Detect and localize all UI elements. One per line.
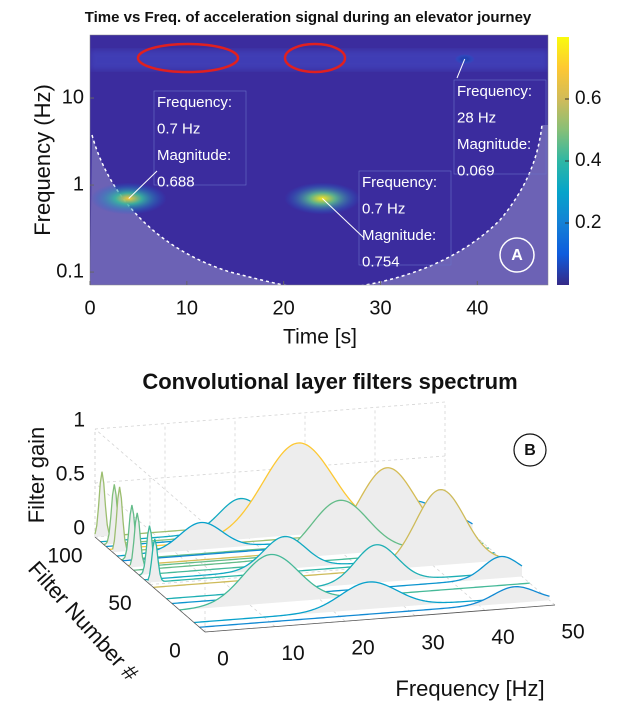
datatip-text: 0.754: [362, 253, 400, 270]
y-axis-label: Frequency (Hz): [30, 84, 55, 236]
high-frequency-band: [90, 50, 548, 70]
highlight-ellipse: [283, 42, 347, 74]
colorbar-tick-label: 0.2: [575, 212, 601, 233]
axis-line: [94, 536, 206, 633]
y-tick-label: 10: [62, 86, 84, 108]
x-axis-label: Time [s]: [283, 326, 357, 349]
plot-area: [90, 35, 548, 285]
filter-curve: [153, 488, 504, 588]
filter-surface: [194, 581, 544, 623]
datatip-text: 28 Hz: [457, 109, 496, 126]
grid-line: [149, 557, 501, 585]
filter-surface: [153, 489, 504, 588]
x-tick-label: 0: [84, 297, 95, 319]
chart-title: Time vs Freq. of acceleration signal dur…: [85, 9, 532, 26]
colorbar-tick-label: 0.6: [575, 88, 601, 109]
datatip-box: [453, 79, 547, 175]
panel-label: A: [511, 247, 523, 264]
datatip-text: Frequency:: [157, 94, 232, 111]
x-tick-label: 50: [561, 621, 584, 644]
filter-surface: [179, 554, 530, 611]
x-tick-label: 30: [369, 297, 391, 319]
z-tick-label: 0.5: [56, 463, 85, 486]
datatip-box: [153, 90, 247, 186]
y-tick-label: 0: [169, 640, 181, 663]
z-tick-label: 0: [73, 517, 85, 540]
plot-frame: [89, 34, 549, 286]
filter-curve: [199, 586, 550, 628]
z-axis-label: Filter gain: [24, 427, 49, 524]
datatip-text: Magnitude:: [157, 147, 231, 164]
x-tick-label: 40: [466, 297, 488, 319]
datatip-text: Magnitude:: [457, 136, 531, 153]
grid-line: [94, 455, 446, 484]
panel-badge: [513, 433, 547, 467]
cone-boundary: [91, 124, 543, 285]
datatip-arrow: [128, 170, 158, 199]
highlight-ellipse: [136, 42, 240, 74]
cone-of-influence: [90, 125, 548, 285]
datatip-text: 0.7 Hz: [157, 120, 200, 137]
grid-line: [94, 401, 446, 430]
filter-surface: [199, 586, 550, 628]
y-tick-label: 100: [47, 545, 82, 568]
y-tick-label: 50: [108, 592, 131, 615]
x-tick-label: 40: [491, 626, 514, 649]
datatip-text: Frequency:: [457, 83, 532, 100]
grid-line: [94, 428, 206, 525]
x-tick-label: 10: [281, 642, 304, 665]
filter-surface: [117, 522, 467, 556]
colorbar-tick-label: 0.4: [575, 150, 602, 171]
filter-surface: [133, 500, 484, 571]
datatip-arrow: [322, 198, 365, 239]
panel-label: B: [524, 442, 536, 459]
x-tick-label: 20: [351, 637, 374, 660]
x-tick-label: 20: [273, 297, 295, 319]
x-axis-label: Frequency [Hz]: [395, 676, 544, 701]
datatip-text: Frequency:: [362, 174, 437, 191]
datatip-text: 0.7 Hz: [362, 200, 405, 217]
datatip-text: 0.069: [457, 162, 495, 179]
datatip-box: [358, 170, 452, 266]
datatip-arrow: [456, 58, 466, 79]
z-tick-label: 1: [73, 409, 85, 432]
y-axis-label: Filter Number #: [23, 556, 144, 686]
chart-title: Convolutional layer filters spectrum: [142, 369, 517, 394]
x-tick-label: 30: [421, 631, 444, 654]
plot-background: [90, 35, 548, 285]
x-tick-label: 10: [176, 297, 198, 319]
y-tick-label: 0.1: [56, 260, 84, 282]
y-tick-label: 1: [73, 173, 84, 195]
datatips: Frequency: 0.7 Hz Magnitude: 0.688 Frequency…: [128, 58, 547, 270]
x-tick-label: 0: [217, 648, 229, 671]
panel-badge: [499, 237, 535, 273]
datatip-text: 0.688: [157, 173, 195, 190]
datatip-text: Magnitude:: [362, 227, 436, 244]
axis-line: [204, 604, 556, 633]
